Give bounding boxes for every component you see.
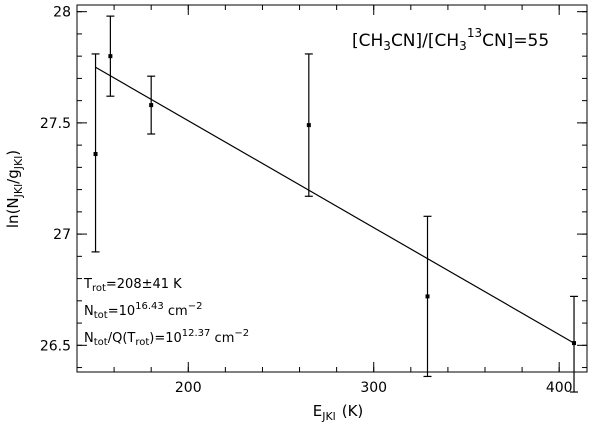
- ratio-d: CN]=55: [482, 31, 549, 51]
- point-marker: [306, 123, 311, 128]
- ntot-eq: =10: [108, 304, 135, 319]
- point-marker: [108, 54, 113, 59]
- point-marker: [572, 341, 577, 346]
- data-point: [147, 75, 156, 135]
- ntot-sub: tot: [94, 310, 108, 321]
- fit-line-group: [95, 66, 575, 344]
- nq-eq: )=10: [149, 331, 182, 346]
- point-marker: [149, 103, 154, 108]
- data-point: [304, 53, 313, 197]
- y-tick-label: 28: [53, 5, 71, 21]
- x-label-main: E: [313, 402, 322, 420]
- ratio-c-sup: 13: [467, 26, 482, 40]
- y-tick-label: 26.5: [40, 338, 71, 354]
- nq-unit: cm: [210, 331, 234, 346]
- ntot-exp: 16.43: [135, 301, 164, 312]
- data-point: [423, 215, 432, 378]
- ntot-annotation: Ntot=1016.43 cm−2: [84, 301, 202, 321]
- ntot-unit-exp: −2: [188, 301, 203, 312]
- ratio-a: [CH: [352, 31, 383, 51]
- x-tick-label: 400: [546, 380, 573, 396]
- ratio-b: CN]/[CH: [391, 31, 459, 51]
- data-point: [91, 53, 100, 253]
- nq-sub: tot: [94, 337, 108, 348]
- axis-ticks: 200 300 400 26.5 27 27.5 28: [40, 5, 587, 396]
- ratio-b-sub: 3: [459, 39, 467, 53]
- y-tick-label: 27: [53, 227, 71, 243]
- data-point: [106, 15, 115, 97]
- y-label-sub1: JKl: [12, 184, 25, 199]
- x-label-unit: (K): [342, 402, 364, 420]
- nq-annotation: Ntot/Q(Trot)=1012.37 cm−2: [84, 328, 249, 348]
- plot-frame: [76, 4, 588, 373]
- data-points-group: [91, 15, 579, 393]
- y-label-post: ): [4, 150, 22, 156]
- ntot-unit: cm: [164, 304, 188, 319]
- ratio-annotation: [CH3CN]/[CH313CN]=55: [352, 26, 549, 53]
- x-axis-label: EJKl (K): [313, 402, 364, 423]
- x-tick-label: 300: [360, 380, 387, 396]
- y-axis-label: ln(NJKl/gJKl): [4, 150, 25, 228]
- y-tick-label: 27.5: [40, 116, 71, 132]
- nq-sub2: rot: [135, 337, 149, 348]
- nq-mid: /Q(T: [108, 331, 136, 346]
- nq-unit-exp: −2: [234, 328, 249, 339]
- data-point: [570, 295, 579, 393]
- y-label-sub2: JKl: [12, 156, 25, 171]
- nq-exp: 12.37: [182, 328, 211, 339]
- x-tick-label: 200: [175, 380, 202, 396]
- nq-main: N: [84, 331, 94, 346]
- x-label-sub: JKl: [321, 410, 336, 423]
- ntot-main: N: [84, 304, 94, 319]
- point-marker: [425, 294, 430, 299]
- ratio-a-sub: 3: [383, 39, 391, 53]
- fit-line: [95, 66, 575, 344]
- trot-value: =208±41 K: [106, 277, 182, 292]
- trot-annotation: Trot=208±41 K: [83, 277, 182, 294]
- y-label-pre: ln(N: [4, 197, 22, 228]
- trot-main: T: [83, 277, 92, 292]
- trot-sub: rot: [92, 283, 106, 294]
- point-marker: [93, 152, 98, 157]
- y-label-mid: /g: [4, 169, 22, 184]
